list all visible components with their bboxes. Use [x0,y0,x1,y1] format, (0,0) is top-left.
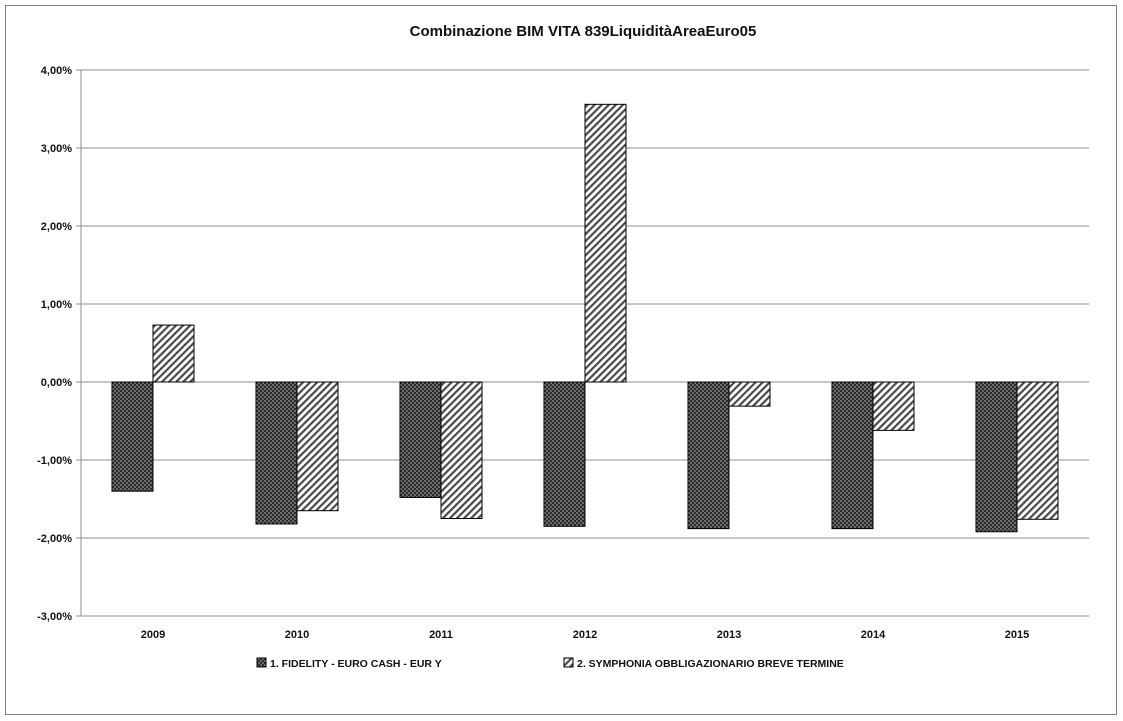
legend-swatch-1 [256,657,267,668]
y-tick-label: 4,00% [41,65,72,77]
bar-2-2012 [584,103,627,383]
y-tick-label: -2,00% [37,533,72,545]
legend-label-2: 2. SYMPHONIA OBBLIGAZIONARIO BREVE TERMI… [577,658,844,670]
y-tick-label: -3,00% [37,611,72,623]
bar-chart: Combinazione BIM VITA 839LiquiditàAreaEu… [37,23,1089,670]
x-tick-label: 2011 [429,629,453,641]
y-axis-ticks: -3,00% -2,00% -1,00% 0,00% 1,00% 2,00% 3,00% 4,… [37,65,72,623]
bar-2-2013 [728,381,771,407]
bar-1-2012 [543,381,586,527]
bar-1-2010 [255,381,298,525]
x-tick-label: 2012 [573,629,597,641]
bar-2-2010 [296,381,339,512]
y-tick-label: -1,00% [37,455,72,467]
y-tick-label: 1,00% [41,299,72,311]
bar-1-2015 [975,381,1018,533]
bars [111,103,1059,533]
chart-title: Combinazione BIM VITA 839LiquiditàAreaEu… [410,23,757,40]
legend-label-1: 1. FIDELITY - EURO CASH - EUR Y [270,658,442,670]
x-tick-label: 2014 [861,629,886,641]
x-tick-label: 2015 [1005,629,1029,641]
bar-1-2014 [831,381,874,530]
bar-2-2011 [440,381,483,519]
bar-2-2015 [1016,381,1059,520]
bar-1-2009 [111,381,154,492]
x-axis-ticks: 2009 2010 2011 2012 2013 2014 2015 [141,629,1029,641]
gridlines [76,69,1089,617]
bar-1-2011 [399,381,442,498]
x-tick-label: 2013 [717,629,741,641]
legend: 1. FIDELITY - EURO CASH - EUR Y 2. SYMPHO… [256,657,844,670]
bar-2-2009 [152,324,195,383]
legend-swatch-2 [563,657,574,668]
x-tick-label: 2010 [285,629,309,641]
bar-1-2013 [687,381,730,530]
y-tick-label: 2,00% [41,221,72,233]
y-tick-label: 0,00% [41,377,72,389]
chart-frame: Combinazione BIM VITA 839LiquiditàAreaEu… [5,5,1117,715]
x-tick-label: 2009 [141,629,165,641]
y-tick-label: 3,00% [41,143,72,155]
bar-2-2014 [872,381,915,431]
